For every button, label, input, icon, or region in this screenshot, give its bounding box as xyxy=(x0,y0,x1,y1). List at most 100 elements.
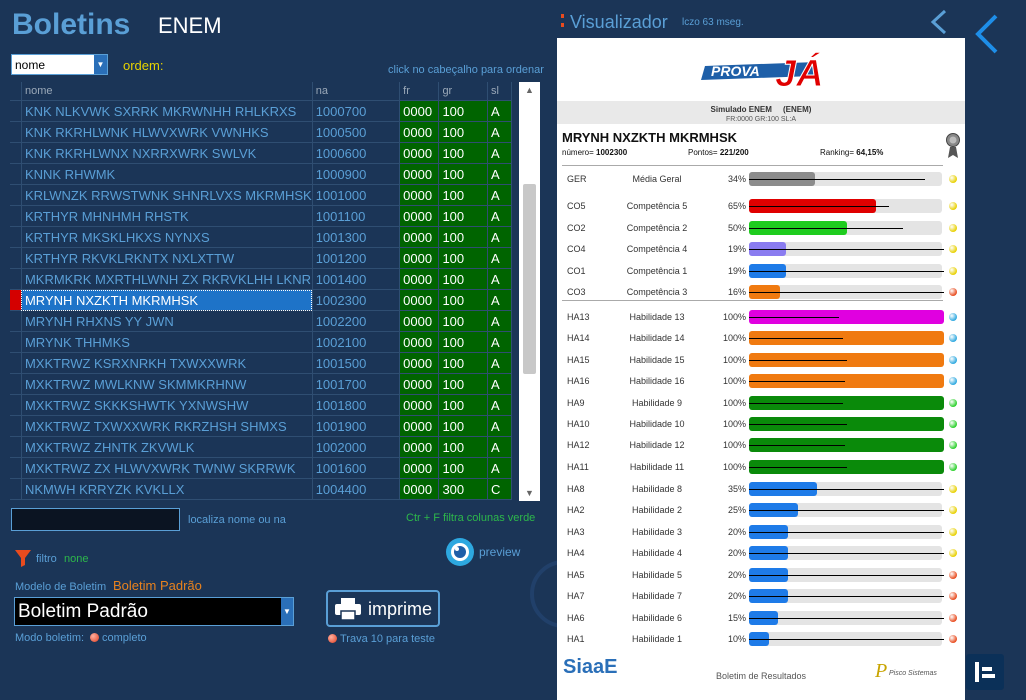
cell-na[interactable]: 1001200 xyxy=(312,247,401,269)
table-row[interactable]: KNNK RHWMK 1000900 0000 100 A xyxy=(10,163,512,185)
cell-gr[interactable]: 100 xyxy=(438,373,488,395)
cell-fr[interactable]: 0000 xyxy=(399,436,440,458)
cell-nome[interactable]: NKMWH KRRYZK KVKLLX xyxy=(21,478,313,500)
cell-nome[interactable]: MXKTRWZ MWLKNW SKMMKRHNW xyxy=(21,373,313,395)
cell-gr[interactable]: 100 xyxy=(438,121,488,143)
cell-gr[interactable]: 100 xyxy=(438,226,488,248)
table-row[interactable]: KRLWNZK RRWSTWNK SHNRLVXS MKRMHSK 1001000… xyxy=(10,184,512,206)
cell-nome[interactable]: KRTHYR MKSKLHKXS NYNXS xyxy=(21,226,313,248)
cell-fr[interactable]: 0000 xyxy=(399,121,440,143)
cell-sl[interactable]: A xyxy=(487,289,512,311)
table-row[interactable]: MXKTRWZ ZHNTK ZKVWLK 1002000 0000 100 A xyxy=(10,436,512,458)
scroll-thumb[interactable] xyxy=(523,184,536,374)
cell-na[interactable]: 1002100 xyxy=(312,331,401,353)
cell-gr[interactable]: 100 xyxy=(438,247,488,269)
grid-scrollbar[interactable]: ▲ ▼ xyxy=(519,82,540,501)
cell-fr[interactable]: 0000 xyxy=(399,415,440,437)
cell-na[interactable]: 1000500 xyxy=(312,121,401,143)
cell-na[interactable]: 1001400 xyxy=(312,268,401,290)
cell-na[interactable]: 1001600 xyxy=(312,457,401,479)
cell-sl[interactable]: A xyxy=(487,142,512,164)
cell-nome[interactable]: MXKTRWZ SKKKSHWTK YXNWSHW xyxy=(21,394,313,416)
table-row[interactable]: MXKTRWZ ZX HLWVXWRK TWNW SKRRWK 1001600 00… xyxy=(10,457,512,479)
cell-gr[interactable]: 100 xyxy=(438,352,488,374)
table-row[interactable]: NKMWH KRRYZK KVKLLX 1004400 0000 300 C xyxy=(10,478,512,500)
cell-na[interactable]: 1002000 xyxy=(312,436,401,458)
cell-nome[interactable]: MKRMKRK MXRTHLWNH ZX RKRVKLHH LKNR xyxy=(21,268,313,290)
filter-icon[interactable] xyxy=(14,548,32,568)
table-row[interactable]: MXKTRWZ MWLKNW SKMMKRHNW 1001700 0000 100 A xyxy=(10,373,512,395)
cell-gr[interactable]: 300 xyxy=(438,478,488,500)
column-header-sl[interactable]: sl xyxy=(487,82,512,101)
cell-gr[interactable]: 100 xyxy=(438,100,488,122)
column-header-fr[interactable]: fr xyxy=(399,82,440,101)
cell-fr[interactable]: 0000 xyxy=(399,163,440,185)
trava-option[interactable]: Trava 10 para teste xyxy=(328,633,435,645)
cell-fr[interactable]: 0000 xyxy=(399,457,440,479)
cell-fr[interactable]: 0000 xyxy=(399,184,440,206)
nav-back-icon[interactable] xyxy=(972,12,1000,56)
cell-gr[interactable]: 100 xyxy=(438,331,488,353)
cell-na[interactable]: 1001100 xyxy=(312,205,401,227)
table-row[interactable]: MXKTRWZ KSRXNRKH TXWXXWRK 1001500 0000 100 A xyxy=(10,352,512,374)
chevron-down-icon[interactable]: ▼ xyxy=(281,598,293,625)
menu-button[interactable] xyxy=(966,654,1004,690)
table-row[interactable]: MKRMKRK MXRTHLWNH ZX RKRVKLHH LKNR 100140… xyxy=(10,268,512,290)
cell-na[interactable]: 1004400 xyxy=(312,478,401,500)
cell-nome[interactable]: MXKTRWZ KSRXNRKH TXWXXWRK xyxy=(21,352,313,374)
sort-select[interactable]: nome ▼ xyxy=(11,54,108,75)
cell-fr[interactable]: 0000 xyxy=(399,310,440,332)
cell-gr[interactable]: 100 xyxy=(438,289,488,311)
cell-na[interactable]: 1001500 xyxy=(312,352,401,374)
cell-fr[interactable]: 0000 xyxy=(399,331,440,353)
cell-nome[interactable]: MXKTRWZ ZHNTK ZKVWLK xyxy=(21,436,313,458)
cell-sl[interactable]: A xyxy=(487,457,512,479)
cell-na[interactable]: 1001800 xyxy=(312,394,401,416)
cell-na[interactable]: 1000600 xyxy=(312,142,401,164)
cell-na[interactable]: 1000900 xyxy=(312,163,401,185)
cell-sl[interactable]: A xyxy=(487,226,512,248)
cell-nome[interactable]: KRTHYR MHNHMH RHSTK xyxy=(21,205,313,227)
boletim-select[interactable]: Boletim Padrão ▼ xyxy=(14,597,294,626)
cell-nome[interactable]: MXKTRWZ ZX HLWVXWRK TWNW SKRRWK xyxy=(21,457,313,479)
cell-gr[interactable]: 100 xyxy=(438,415,488,437)
cell-sl[interactable]: A xyxy=(487,184,512,206)
cell-sl[interactable]: A xyxy=(487,310,512,332)
cell-sl[interactable]: A xyxy=(487,247,512,269)
cell-sl[interactable]: A xyxy=(487,352,512,374)
cell-fr[interactable]: 0000 xyxy=(399,478,440,500)
cell-fr[interactable]: 0000 xyxy=(399,268,440,290)
cell-sl[interactable]: A xyxy=(487,436,512,458)
cell-fr[interactable]: 0000 xyxy=(399,373,440,395)
cell-fr[interactable]: 0000 xyxy=(399,142,440,164)
cell-fr[interactable]: 0000 xyxy=(399,394,440,416)
chevron-down-icon[interactable]: ▼ xyxy=(94,55,107,74)
search-input[interactable] xyxy=(11,508,180,531)
table-row[interactable]: KRTHYR MKSKLHKXS NYNXS 1001300 0000 100 A xyxy=(10,226,512,248)
cell-sl[interactable]: A xyxy=(487,163,512,185)
print-button[interactable]: imprime xyxy=(326,590,440,627)
cell-sl[interactable]: A xyxy=(487,100,512,122)
preview-eye-icon[interactable] xyxy=(445,537,475,567)
cell-sl[interactable]: A xyxy=(487,205,512,227)
preview-link[interactable]: preview xyxy=(479,545,521,559)
cell-fr[interactable]: 0000 xyxy=(399,352,440,374)
cell-sl[interactable]: A xyxy=(487,415,512,437)
cell-gr[interactable]: 100 xyxy=(438,436,488,458)
cell-fr[interactable]: 0000 xyxy=(399,205,440,227)
scroll-up-icon[interactable]: ▲ xyxy=(525,85,534,95)
table-row[interactable]: MRYNH RHXNS YY JWN 1002200 0000 100 A xyxy=(10,310,512,332)
cell-na[interactable]: 1002300 xyxy=(312,289,401,311)
cell-fr[interactable]: 0000 xyxy=(399,226,440,248)
column-header-na[interactable]: na xyxy=(312,82,401,101)
cell-na[interactable]: 1001900 xyxy=(312,415,401,437)
cell-na[interactable]: 1002200 xyxy=(312,310,401,332)
column-header-gr[interactable]: gr xyxy=(438,82,488,101)
cell-nome[interactable]: KRTHYR RKVKLRKNTX NXLXTTW xyxy=(21,247,313,269)
cell-fr[interactable]: 0000 xyxy=(399,289,440,311)
cell-gr[interactable]: 100 xyxy=(438,394,488,416)
cell-gr[interactable]: 100 xyxy=(438,163,488,185)
cell-sl[interactable]: A xyxy=(487,268,512,290)
cell-gr[interactable]: 100 xyxy=(438,184,488,206)
cell-nome[interactable]: MXKTRWZ TXWXXWRK RKRZHSH SHMXS xyxy=(21,415,313,437)
